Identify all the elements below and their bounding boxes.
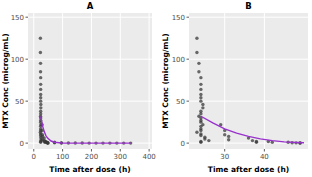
data-point [39,76,42,79]
tick-label: 100 [56,153,69,161]
tick-label: 100 [11,56,24,64]
tick-mark [187,59,190,60]
y-axis-title: MTX Conc (microg/mL) [161,33,170,128]
tick-label: 0 [181,140,185,148]
grid-line [28,101,152,102]
data-point [39,62,42,65]
tick-label: 50 [15,98,24,106]
panel-title: A [87,1,94,11]
grid-line [189,59,308,60]
grid-line [189,101,308,102]
tick-mark [120,149,121,152]
data-point [199,140,202,143]
data-point [46,141,49,144]
plot-background [28,13,152,149]
data-point [207,139,210,142]
data-point [195,36,198,39]
tick-label: 150 [172,14,185,22]
data-point [45,141,48,144]
data-point [39,106,42,109]
tick-mark [149,149,150,152]
data-point [251,139,254,142]
tick-mark [187,143,190,144]
tick-label: 150 [11,14,24,22]
data-point [39,36,42,39]
tick-mark [187,17,190,18]
grid-line [264,13,265,149]
data-point [197,62,200,65]
grid-line [33,13,34,149]
tick-mark [264,149,265,152]
panel-title: B [245,1,251,11]
y-axis-title: MTX Conc (microg/mL) [1,33,10,128]
x-axis-title: Time after dose (h) [208,165,289,174]
data-point [199,129,202,132]
x-axis-title: Time after dose (h) [49,165,130,174]
panel: 0 100 200 300 400 0 50 100 150 A Time after dose (… [1,1,156,174]
data-point [201,103,204,106]
data-point [255,140,258,143]
data-point [199,96,202,99]
tick-label: 400 [142,153,155,161]
tick-label: 0 [32,153,36,161]
tick-label: 40 [260,153,269,161]
tick-mark [26,101,29,102]
panel: 30 40 0 50 100 150 B Time after dose (h) MTX Con… [161,1,308,174]
tick-mark [26,59,29,60]
data-point [46,141,49,144]
data-point [199,93,202,96]
data-point [46,141,49,144]
tick-mark [33,149,34,152]
tick-mark [91,149,92,152]
data-point [227,138,230,141]
data-point [199,76,202,79]
plot-background [189,13,308,149]
tick-label: 200 [85,153,98,161]
data-point [39,103,42,106]
data-point [199,134,202,137]
data-point [39,96,42,99]
marks [39,36,133,144]
grid-line [189,17,308,18]
data-point [39,99,42,102]
data-point [203,137,206,140]
data-point [39,93,42,96]
tick-label: 30 [220,153,229,161]
data-point [39,88,42,91]
data-point [201,106,204,109]
data-point [46,141,49,144]
data-point [195,51,198,54]
tick-label: 300 [114,153,127,161]
tick-mark [62,149,63,152]
tick-label: 50 [176,98,185,106]
grid-line [120,13,121,149]
data-point [223,133,226,136]
data-point [227,135,230,138]
data-point [199,88,202,91]
fit-line [201,116,304,142]
tick-mark [224,149,225,152]
tick-mark [26,143,29,144]
grid-line [62,13,63,149]
data-point [39,51,42,54]
grid-line [91,13,92,149]
data-point [197,70,200,73]
tick-label: 100 [172,56,185,64]
data-point [199,99,202,102]
fit-line [41,116,131,143]
data-point [255,141,258,144]
grid-line [28,59,152,60]
grid-line [28,17,152,18]
data-point [39,83,42,86]
data-point [199,83,202,86]
tick-mark [26,17,29,18]
figure: 0100200300400050100150ATime after dose (… [0,0,312,177]
data-point [39,70,42,73]
tick-label: 0 [20,140,24,148]
grid-line [149,13,150,149]
data-point [199,141,202,144]
data-point [195,131,198,134]
marks [195,36,304,144]
tick-mark [187,101,190,102]
